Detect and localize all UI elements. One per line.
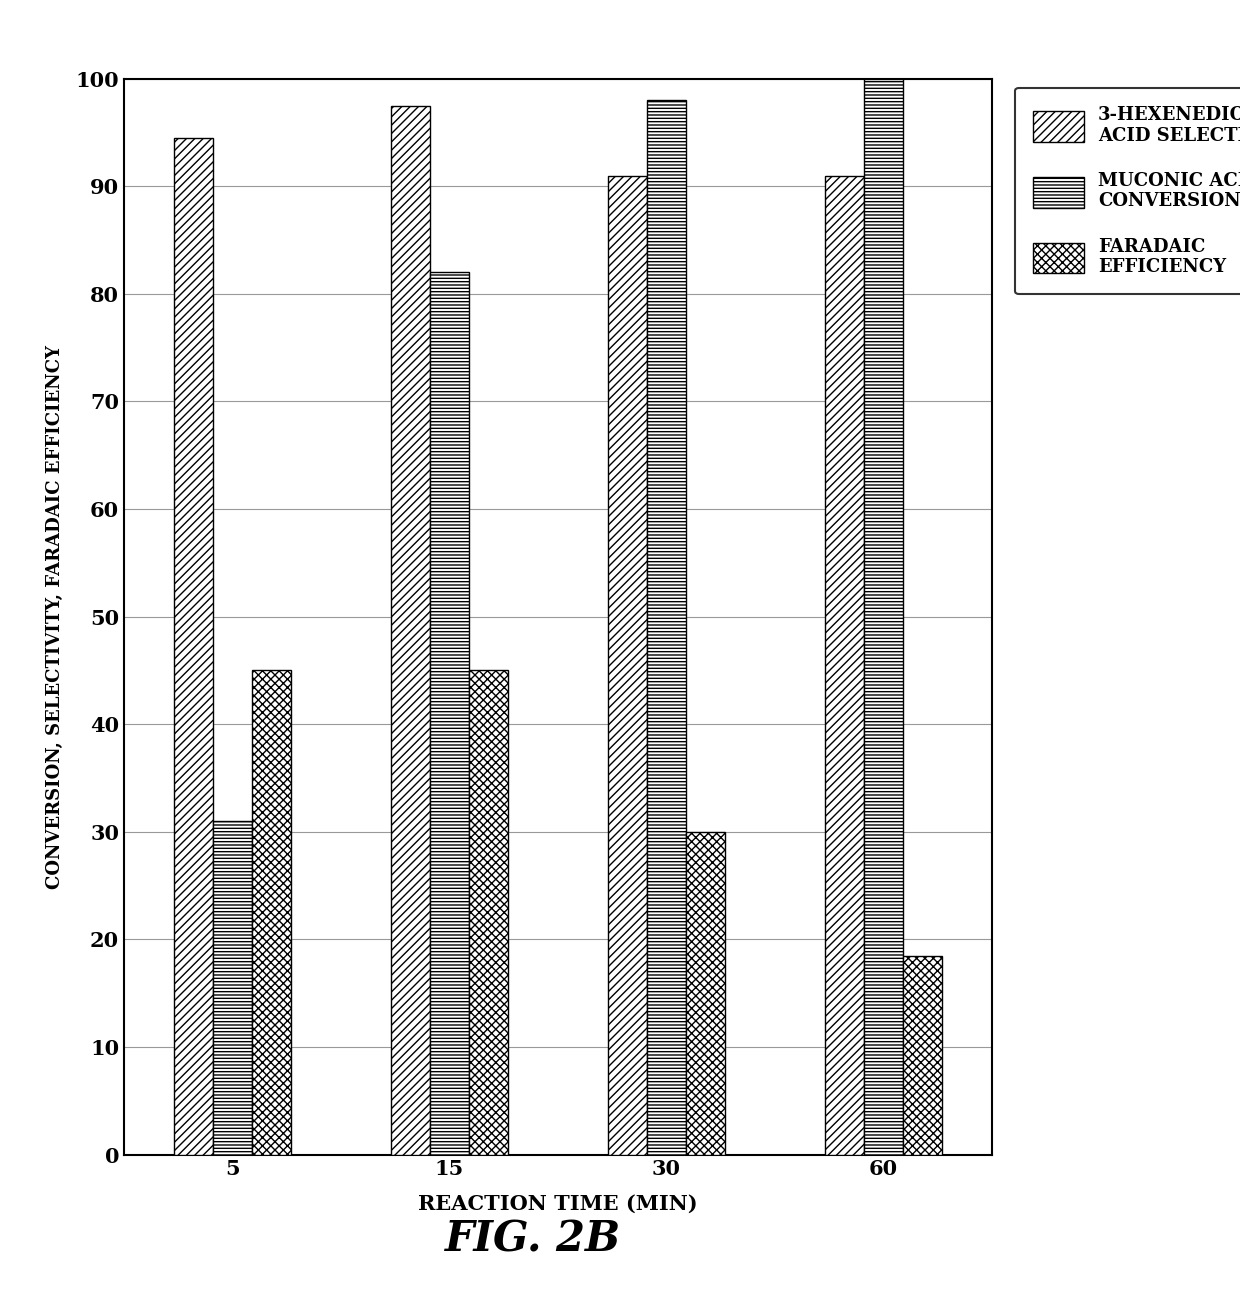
Y-axis label: CONVERSION, SELECTIVITY, FARADAIC EFFICIENCY: CONVERSION, SELECTIVITY, FARADAIC EFFICI… bbox=[46, 345, 64, 888]
Bar bbox=[647, 100, 686, 1155]
Bar bbox=[686, 832, 725, 1155]
Bar bbox=[391, 105, 430, 1155]
Bar bbox=[252, 670, 291, 1155]
X-axis label: REACTION TIME (MIN): REACTION TIME (MIN) bbox=[418, 1194, 698, 1214]
Bar bbox=[825, 176, 864, 1155]
Bar bbox=[430, 273, 469, 1155]
Text: FIG. 2B: FIG. 2B bbox=[445, 1219, 621, 1261]
Bar bbox=[864, 79, 903, 1155]
Legend: 3-HEXENEDIOIC
ACID SELECTIVITY, MUCONIC ACID
CONVERSION, FARADAIC
EFFICIENCY: 3-HEXENEDIOIC ACID SELECTIVITY, MUCONIC … bbox=[1016, 88, 1240, 294]
Bar bbox=[903, 955, 942, 1155]
Bar bbox=[174, 138, 213, 1155]
Bar bbox=[469, 670, 508, 1155]
Bar bbox=[213, 821, 252, 1155]
Bar bbox=[608, 176, 647, 1155]
